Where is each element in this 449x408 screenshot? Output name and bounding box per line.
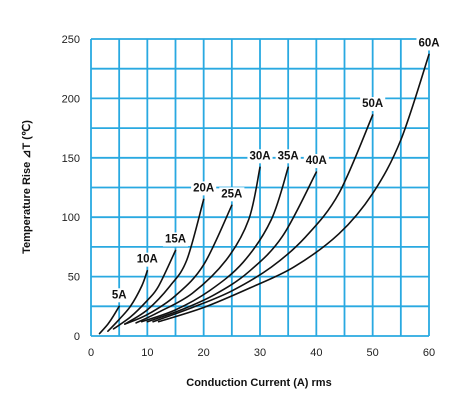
y-tick-label: 100 bbox=[62, 212, 80, 224]
series-label-60A: 60A bbox=[418, 37, 439, 49]
series-label-background bbox=[162, 232, 189, 247]
series-label-background bbox=[303, 154, 329, 169]
series-line-40A bbox=[146, 171, 318, 323]
series-label-30A: 30A bbox=[249, 150, 270, 162]
series-line-5A bbox=[98, 305, 120, 335]
x-tick-label: 10 bbox=[141, 347, 153, 359]
x-tick-label: 0 bbox=[88, 347, 94, 359]
series-label-25A: 25A bbox=[221, 188, 242, 200]
series-label-background bbox=[275, 149, 301, 164]
series-line-30A bbox=[135, 166, 261, 324]
series-label-5A: 5A bbox=[112, 289, 127, 301]
series-label-20A: 20A bbox=[193, 182, 214, 194]
series-label-10A: 10A bbox=[137, 254, 158, 266]
series-line-25A bbox=[124, 204, 233, 325]
series-label-background bbox=[416, 36, 442, 51]
series-label-background bbox=[109, 288, 129, 303]
y-tick-label: 200 bbox=[62, 93, 80, 105]
series-line-35A bbox=[140, 166, 289, 323]
series-line-60A bbox=[157, 53, 430, 323]
series-lines bbox=[98, 53, 430, 335]
grid bbox=[90, 38, 430, 337]
x-tick-label: 20 bbox=[198, 347, 210, 359]
tick-labels: 0 10 20 30 40 50 60 0 50 100 150 200 250 bbox=[62, 34, 435, 359]
series-label-background bbox=[191, 181, 217, 196]
y-tick-label: 150 bbox=[62, 153, 80, 165]
series-label-50A: 50A bbox=[362, 98, 383, 110]
series-line-20A bbox=[124, 198, 205, 325]
x-tick-label: 40 bbox=[310, 347, 322, 359]
series-label-background bbox=[360, 97, 386, 112]
x-tick-label: 50 bbox=[367, 347, 379, 359]
series-label-35A: 35A bbox=[278, 150, 299, 162]
y-tick-label: 0 bbox=[74, 331, 80, 343]
y-tick-label: 250 bbox=[62, 34, 80, 46]
series-label-15A: 15A bbox=[165, 233, 186, 245]
series-label-background bbox=[134, 252, 160, 267]
x-axis-title: Conduction Current (A) rms bbox=[186, 377, 331, 389]
y-axis-title: Temperature Rise ⊿T (℃) bbox=[21, 120, 33, 254]
y-tick-label: 50 bbox=[68, 272, 80, 284]
x-tick-label: 60 bbox=[423, 347, 435, 359]
series-label-40A: 40A bbox=[306, 155, 327, 167]
series-line-10A bbox=[107, 269, 149, 332]
x-tick-label: 30 bbox=[254, 347, 266, 359]
series-line-50A bbox=[152, 114, 374, 323]
series-labels: 5A 10A 15A 20A 25A 30A 35A 40A 50A 60A bbox=[109, 36, 442, 303]
series-line-15A bbox=[112, 249, 177, 330]
series-label-background bbox=[247, 149, 273, 164]
series-label-background bbox=[219, 187, 245, 202]
